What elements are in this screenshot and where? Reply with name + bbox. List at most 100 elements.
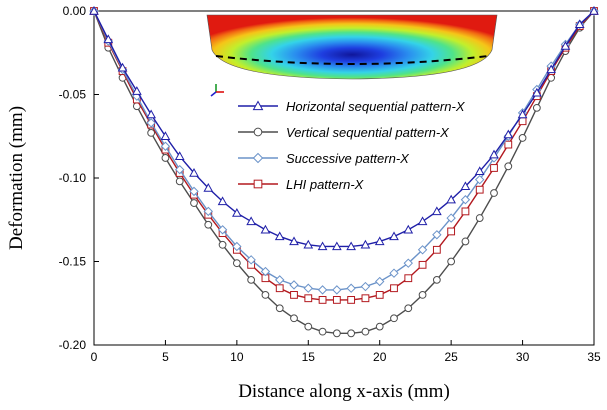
marker-circle [318,327,327,336]
marker-square [304,294,313,303]
marker-square [447,227,456,236]
marker-circle [253,127,263,137]
marker-circle [432,275,441,284]
marker-circle [190,199,198,207]
legend-entry: Successive pattern-X [238,151,410,166]
marker-triangle [174,151,185,160]
marker-triangle [546,64,556,74]
marker-diamond [446,213,456,223]
marker-circle [475,214,484,222]
marker-circle [204,220,213,229]
marker-circle [304,322,313,331]
marker-circle [347,329,356,338]
legend-label: LHI pattern-X [286,177,365,192]
marker-diamond [360,281,371,292]
marker-triangle [489,149,499,159]
contour-inset [206,14,498,97]
marker-square [475,185,484,194]
marker-triangle [160,131,171,140]
x-tick-label: 5 [162,350,169,364]
marker-circle [390,314,398,323]
marker-diamond [217,225,228,235]
marker-circle [247,275,256,284]
marker-circle [375,322,384,331]
inset-axis-triad [210,84,224,97]
marker-diamond [203,206,213,217]
marker-circle [461,237,470,246]
series-line [93,10,595,248]
marker-circle [418,291,427,299]
marker-triangle [332,241,342,251]
marker-square [504,140,513,149]
marker-diamond [460,195,471,205]
marker-diamond [475,174,485,185]
y-axis-title: Deformation (mm) [6,106,27,250]
marker-diamond [375,276,385,287]
marker-square [361,294,370,303]
marker-diamond [303,283,313,293]
marker-square [318,296,327,304]
marker-circle [518,134,527,142]
marker-triangle [203,182,214,192]
marker-diamond [432,230,442,240]
marker-triangle [460,181,471,191]
marker-square [404,274,413,283]
marker-circle [147,129,156,137]
marker-triangle [103,34,114,44]
legend-entry: Vertical sequential pattern-X [238,125,450,140]
x-tick-label: 20 [373,350,387,364]
marker-triangle [117,62,128,72]
y-tick-label: -0.15 [59,255,87,269]
marker-circle [218,240,227,249]
marker-triangle [474,166,485,176]
y-tick-label: -0.20 [59,338,87,352]
marker-triangle [432,206,442,216]
marker-triangle [346,241,356,251]
marker-diamond [346,283,356,293]
inset-dashed-line [215,55,489,65]
marker-circle [447,257,456,266]
marker-triangle [260,224,271,234]
marker-triangle [232,208,242,217]
marker-triangle [146,109,156,119]
y-tick-label: -0.05 [59,88,87,102]
marker-diamond [260,266,271,277]
legend-label: Successive pattern-X [286,151,410,166]
marker-triangle [317,241,328,251]
marker-circle [332,329,341,338]
marker-circle [504,162,513,171]
marker-triangle [574,19,585,29]
y-tick-label: 0.00 [63,4,87,18]
marker-diamond [332,285,342,295]
marker-triangle [360,239,371,249]
marker-triangle [303,239,314,249]
marker-triangle [246,216,256,226]
marker-diamond [175,164,185,175]
series-layer [89,5,599,338]
marker-triangle [532,87,542,97]
marker-diamond [160,141,171,151]
x-tick-label: 25 [444,350,458,364]
marker-circle [275,304,284,313]
marker-square [418,260,427,269]
marker-triangle [517,109,528,119]
legend-entry: Horizontal sequential pattern-X [238,99,466,114]
marker-triangle [389,231,399,241]
legend: Horizontal sequential pattern-X Vertical … [238,99,466,192]
marker-diamond [146,118,156,128]
marker-diamond [289,280,299,290]
x-axis-title: Distance along x-axis (mm) [238,381,450,402]
marker-diamond [317,285,328,295]
marker-diamond [189,186,199,197]
marker-diamond [403,258,413,268]
marker-triangle [89,5,99,15]
marker-triangle [503,129,514,139]
marker-square [432,245,441,254]
marker-triangle [374,236,385,246]
x-tick-label: 15 [302,350,316,364]
marker-circle [532,103,541,112]
marker-diamond [252,152,264,164]
series-triangle [89,5,599,251]
marker-square [461,207,470,216]
